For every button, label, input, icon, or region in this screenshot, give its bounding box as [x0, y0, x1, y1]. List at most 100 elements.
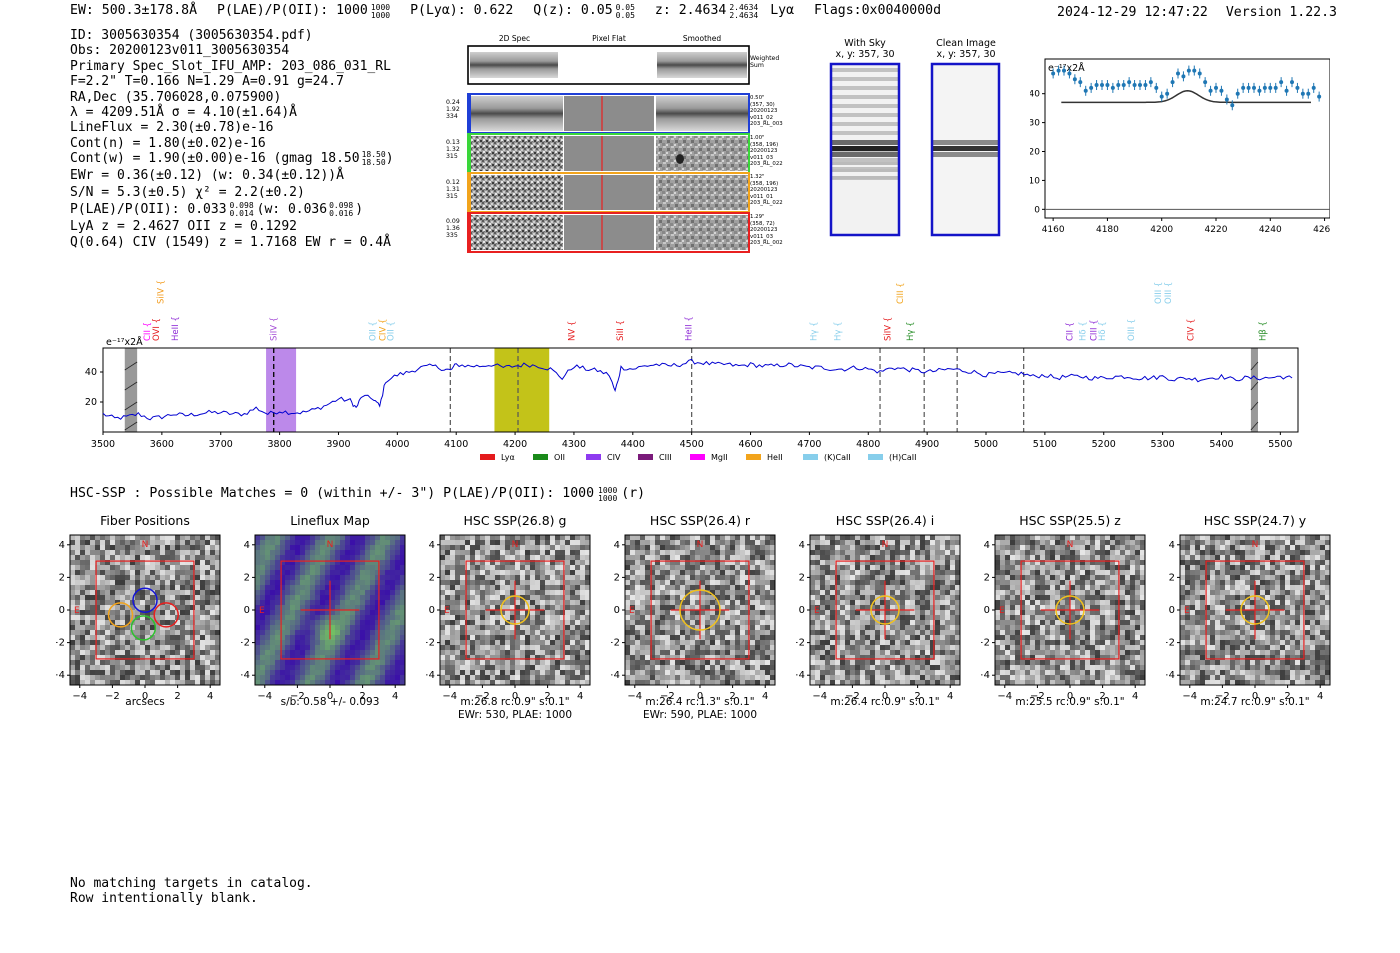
cutout-pixel: [320, 675, 326, 681]
north-label: N: [327, 540, 334, 550]
cutout-pixel: [375, 635, 381, 641]
cutout-pixel: [90, 585, 96, 591]
cutout-pixel: [165, 665, 171, 671]
cutout-pixel: [475, 635, 481, 641]
cutout-pixel: [505, 635, 511, 641]
header-plya: P(Lyα): 0.622: [410, 3, 514, 18]
legend-label: Lyα: [501, 453, 515, 462]
cutout-pixel: [560, 630, 566, 636]
cutout-pixel: [725, 590, 731, 596]
cutout-pixel: [190, 680, 196, 686]
cutout-pixel: [400, 580, 406, 586]
cutout-caption-line1: arcsecs: [125, 696, 165, 708]
cutout-pixel: [895, 635, 901, 641]
cutout-pixel: [555, 585, 561, 591]
cutout-pixel: [900, 590, 906, 596]
cutout-pixel: [130, 540, 136, 546]
cutout-pixel: [165, 590, 171, 596]
cutout-pixel: [905, 600, 911, 606]
cutout-pixel: [770, 670, 776, 676]
cutout-pixel: [765, 560, 771, 566]
cutout-pixel: [195, 610, 201, 616]
cutout-pixel: [755, 665, 761, 671]
cutout-pixel: [765, 610, 771, 616]
cutout-pixel: [575, 540, 581, 546]
cutout-pixel: [70, 610, 76, 616]
cutout-pixel: [535, 550, 541, 556]
cutout-pixel: [650, 655, 656, 661]
cutout-pixel: [560, 550, 566, 556]
cutout-pixel: [150, 670, 156, 676]
sky-trace: [832, 146, 898, 151]
cutout-pixel: [325, 640, 331, 646]
cutout-pixel: [680, 610, 686, 616]
cutout-pixel: [730, 640, 736, 646]
sky-line: [832, 77, 898, 81]
cutout-pixel: [545, 560, 551, 566]
cutout-pixel: [85, 645, 91, 651]
zoom-point: [1279, 80, 1284, 85]
cutout-pixel: [900, 665, 906, 671]
zoom-ytick-label: 20: [1030, 148, 1040, 158]
cutout-pixel: [580, 545, 586, 551]
cutout-pixel: [495, 555, 501, 561]
cutout-pixel: [320, 665, 326, 671]
cutout-pixel: [815, 630, 821, 636]
cutout-pixel: [585, 550, 591, 556]
cutout-pixel: [255, 550, 261, 556]
cutout-pixel: [385, 635, 391, 641]
cutout-pixel: [840, 635, 846, 641]
cutout-pixel: [475, 555, 481, 561]
cutout-pixel: [840, 655, 846, 661]
cutout-pixel: [535, 540, 541, 546]
cutout-pixel: [85, 650, 91, 656]
cutout-pixel: [265, 635, 271, 641]
cutout-pixel: [335, 620, 341, 626]
cutout-pixel: [295, 535, 301, 541]
cutout-pixel: [85, 540, 91, 546]
cutout-pixel: [520, 565, 526, 571]
cutout-pixel: [300, 670, 306, 676]
cutout-pixel: [360, 645, 366, 651]
cutout-ytick-label: −4: [426, 670, 435, 681]
cutout-pixel: [320, 540, 326, 546]
cutout-pixel: [70, 590, 76, 596]
cutout-pixel: [335, 565, 341, 571]
cutout-pixel: [195, 565, 201, 571]
cutout-pixel: [515, 610, 521, 616]
cutout-pixel: [815, 555, 821, 561]
cutout-pixel: [685, 650, 691, 656]
cutout-pixel: [630, 595, 636, 601]
cutout-pixel: [530, 680, 536, 686]
cutout-pixel: [550, 610, 556, 616]
cutout-pixel: [885, 640, 891, 646]
cutout-pixel: [320, 580, 326, 586]
cutout-pixel: [895, 560, 901, 566]
zoom-point: [1235, 91, 1240, 96]
cutout-pixel: [725, 630, 731, 636]
cutout-pixel: [915, 635, 921, 641]
cutout-pixel: [120, 615, 126, 621]
cutout-pixel: [330, 635, 336, 641]
line-marker-label: Hδ {: [1079, 321, 1089, 341]
cutout-pixel: [180, 580, 186, 586]
cutout-pixel: [520, 625, 526, 631]
cutout-pixel: [470, 535, 476, 541]
cutout-pixel: [530, 590, 536, 596]
cutout-pixel: [770, 640, 776, 646]
cutout-pixel: [630, 560, 636, 566]
cutout-pixel: [765, 645, 771, 651]
cutout-pixel: [555, 575, 561, 581]
cutout-pixel: [835, 650, 841, 656]
cutout-pixel: [175, 540, 181, 546]
cutout-pixel: [770, 635, 776, 641]
cutout-pixel: [490, 630, 496, 636]
cutout-pixel: [585, 590, 591, 596]
cutout-pixel: [555, 595, 561, 601]
cutout-pixel: [155, 555, 161, 561]
cutout-pixel: [650, 635, 656, 641]
spectrum-xtick-label: 5300: [1151, 439, 1175, 450]
cutout-pixel: [950, 560, 956, 566]
cutout-pixel: [455, 670, 461, 676]
sky-line: [832, 169, 898, 172]
